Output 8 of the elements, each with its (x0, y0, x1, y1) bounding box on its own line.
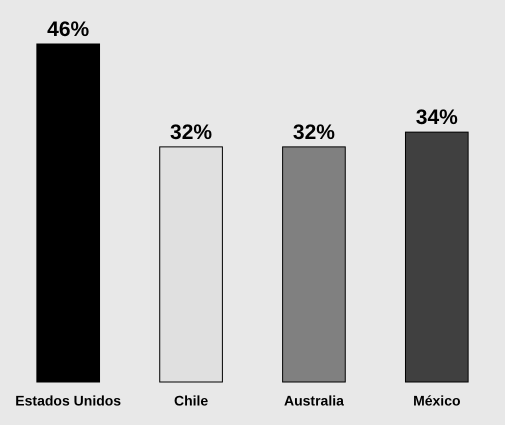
data-label: 46% (47, 18, 90, 41)
data-label: 34% (416, 106, 458, 130)
x-tick-label: Estados Unidos (15, 392, 122, 408)
data-label: 32% (292, 120, 336, 144)
data-label: 32% (170, 120, 212, 144)
x-tick-label: Australia (284, 392, 344, 408)
x-tick-label: Chile (174, 392, 208, 408)
x-tick-label: México (413, 392, 461, 408)
